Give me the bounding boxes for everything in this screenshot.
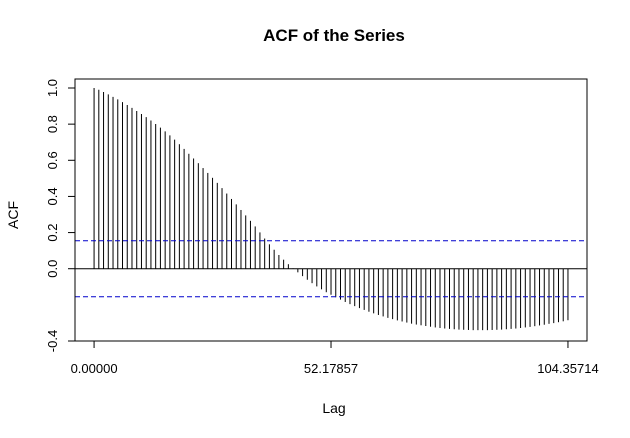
x-axis-label: Lag xyxy=(322,400,345,416)
plot-frame xyxy=(74,78,588,342)
y-tick-label: 0.4 xyxy=(45,187,60,205)
x-tick-label: 104.35714 xyxy=(537,361,598,376)
y-axis-label: ACF xyxy=(5,201,21,229)
y-tick-label: 0.2 xyxy=(45,224,60,242)
y-tick-label: -0.4 xyxy=(45,330,60,352)
x-axis: 0.00000 52.17857 104.35714 xyxy=(71,340,599,376)
y-tick-label: 0.6 xyxy=(45,151,60,169)
x-tick-label: 52.17857 xyxy=(304,361,358,376)
acf-bars xyxy=(93,88,569,331)
y-tick-label: 1.0 xyxy=(45,79,60,97)
y-axis: -0.4 0.0 0.2 0.4 0.6 0.8 1.0 xyxy=(45,79,76,352)
chart-title: ACF of the Series xyxy=(263,26,405,45)
y-tick-label: 0.8 xyxy=(45,115,60,133)
x-tick-label: 0.00000 xyxy=(71,361,118,376)
y-tick-label: 0.0 xyxy=(45,260,60,278)
